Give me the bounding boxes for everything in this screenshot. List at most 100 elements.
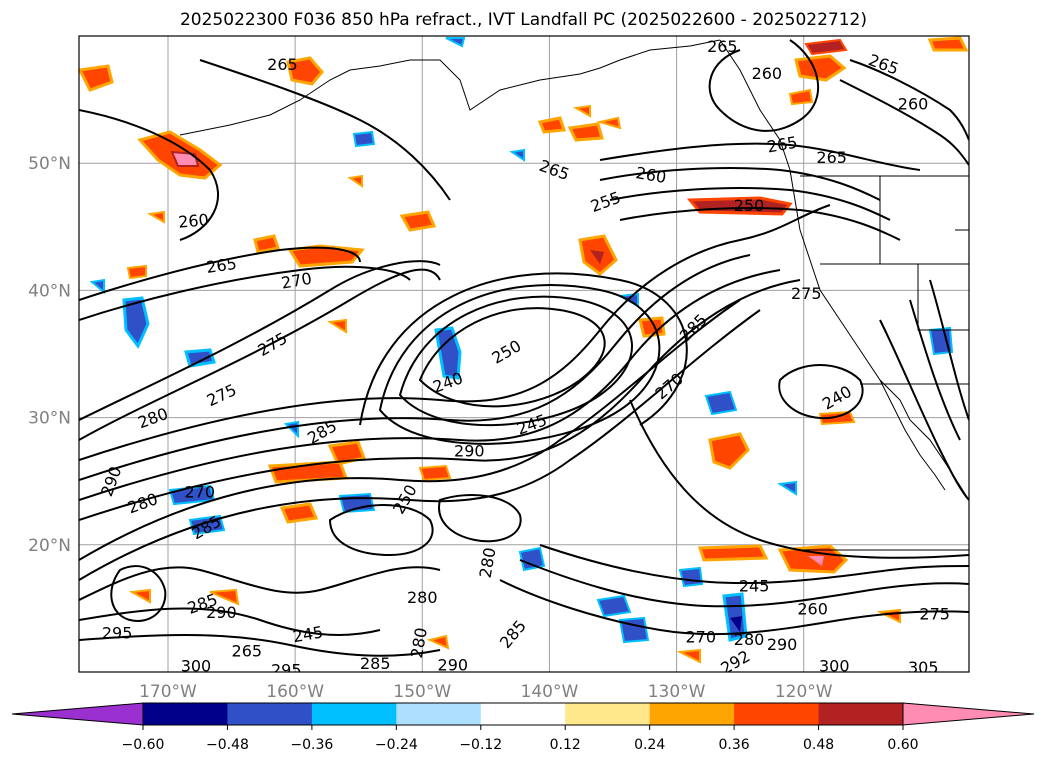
contour-line bbox=[79, 254, 751, 481]
colorbar-segment bbox=[143, 703, 228, 725]
contour-line bbox=[778, 364, 864, 420]
anomaly-blob bbox=[79, 64, 114, 92]
colorbar-tick-label: 0.36 bbox=[719, 737, 750, 753]
anomaly-blob bbox=[184, 348, 216, 368]
anomaly-blob bbox=[434, 326, 462, 380]
anomaly-blob bbox=[327, 440, 367, 466]
lon-label: 170°W bbox=[139, 682, 197, 702]
anomaly-blob bbox=[146, 210, 165, 224]
lat-label: 20°N bbox=[28, 536, 71, 556]
lon-label: 130°W bbox=[648, 682, 706, 702]
anomaly-blob bbox=[128, 588, 151, 604]
anomaly-blob bbox=[347, 174, 363, 188]
colorbar-tick-label: −0.24 bbox=[375, 737, 418, 753]
anomaly-blob bbox=[927, 36, 969, 52]
contour-label: 265 bbox=[205, 254, 238, 277]
colorbar-ticks: −0.60 −0.48 −0.36 −0.24 −0.12 0.12 0.24 0.36 0.4… bbox=[122, 725, 919, 753]
colorbar-segment bbox=[565, 703, 651, 725]
contour-label: 265 bbox=[267, 55, 298, 74]
contour-line bbox=[909, 299, 961, 441]
colorbar-over-arrow bbox=[902, 702, 1035, 726]
anomaly-blob bbox=[426, 634, 450, 650]
contour-line bbox=[629, 399, 969, 559]
anomaly-fills bbox=[79, 36, 969, 664]
colorbar-tick-label: −0.60 bbox=[122, 737, 165, 753]
anomaly-blob bbox=[399, 210, 437, 232]
anomaly-blob bbox=[209, 588, 240, 606]
contour-line bbox=[539, 544, 969, 585]
anomaly-blob bbox=[596, 594, 632, 618]
colorbar-tick-label: 0.12 bbox=[550, 737, 581, 753]
colorbar-under-arrow bbox=[11, 702, 144, 726]
contour-label: 260 bbox=[797, 599, 828, 618]
lat-label: 50°N bbox=[28, 154, 71, 174]
contour-label: 260 bbox=[752, 64, 783, 83]
latitude-labels: 50°N 40°N 30°N 20°N bbox=[28, 154, 71, 556]
contour-label: 265 bbox=[707, 37, 738, 56]
anomaly-blob bbox=[445, 37, 466, 48]
contour-line bbox=[79, 279, 801, 521]
contour-line bbox=[929, 279, 969, 421]
positive-anomaly-fills bbox=[79, 36, 969, 664]
contour-line bbox=[438, 494, 522, 543]
anomaly-blob bbox=[327, 318, 347, 334]
contour-line bbox=[79, 246, 361, 301]
contour-line bbox=[418, 307, 606, 408]
lon-label: 160°W bbox=[266, 682, 324, 702]
anomaly-blob bbox=[590, 250, 604, 264]
colorbar-tick-label: 0.60 bbox=[887, 737, 918, 753]
anomaly-blob bbox=[704, 390, 738, 416]
anomaly-blob bbox=[788, 88, 814, 106]
colorbar-tick-label: 0.24 bbox=[634, 737, 665, 753]
contour-line bbox=[79, 109, 220, 241]
contour-line bbox=[79, 265, 411, 321]
contour-label: 300 bbox=[181, 657, 212, 676]
anomaly-blob bbox=[518, 546, 546, 572]
contour-label: 265 bbox=[232, 641, 263, 660]
contour-line bbox=[79, 309, 761, 581]
anomaly-blob bbox=[708, 432, 750, 470]
anomaly-blob bbox=[777, 480, 797, 496]
lat-label: 40°N bbox=[28, 281, 71, 301]
contour-line bbox=[199, 59, 451, 201]
contour-label: 275 bbox=[919, 604, 950, 623]
contour-label: 250 bbox=[734, 196, 765, 215]
contour-label: 260 bbox=[177, 210, 209, 232]
contour-label: 285 bbox=[360, 654, 391, 673]
contour-label: 270 bbox=[685, 627, 716, 646]
longitude-labels: 170°W 160°W 150°W 140°W 130°W 120°W bbox=[139, 682, 833, 702]
contour-line bbox=[79, 204, 831, 461]
anomaly-blob bbox=[794, 54, 847, 82]
lat-label: 30°N bbox=[28, 409, 71, 429]
plot-frame bbox=[78, 35, 970, 673]
contour-label: 295 bbox=[271, 660, 302, 679]
colorbar-segment bbox=[227, 703, 313, 725]
colorbar-segment bbox=[649, 703, 735, 725]
anomaly-blob bbox=[89, 278, 105, 295]
contour-label: 260 bbox=[898, 94, 929, 113]
colorbar: −0.60 −0.48 −0.36 −0.24 −0.12 0.12 0.24 0.36 0.4… bbox=[11, 702, 1035, 753]
contour-line bbox=[359, 272, 688, 426]
colorbar-tick-label: −0.36 bbox=[290, 737, 333, 753]
colorbar-segment bbox=[734, 703, 820, 725]
colorbar-tick-label: −0.48 bbox=[206, 737, 249, 753]
anomaly-blob bbox=[804, 38, 848, 56]
lon-label: 140°W bbox=[521, 682, 579, 702]
anomaly-blob bbox=[638, 316, 666, 338]
contour-line bbox=[519, 559, 969, 608]
contour-line bbox=[110, 565, 167, 622]
contour-label: 245 bbox=[739, 577, 770, 596]
colorbar-tick-label: 0.48 bbox=[803, 737, 834, 753]
contour-line bbox=[839, 79, 969, 166]
contour-line bbox=[378, 284, 661, 445]
coastline-alaska bbox=[179, 39, 721, 136]
colorbar-segment bbox=[311, 703, 397, 725]
contour-label: 295 bbox=[102, 624, 133, 643]
anomaly-blob bbox=[418, 464, 452, 482]
contour-line bbox=[609, 187, 891, 221]
contour-line bbox=[708, 39, 819, 132]
colorbar-segment bbox=[396, 703, 482, 725]
contour-label: 280 bbox=[407, 588, 438, 607]
anomaly-blob bbox=[338, 492, 376, 514]
